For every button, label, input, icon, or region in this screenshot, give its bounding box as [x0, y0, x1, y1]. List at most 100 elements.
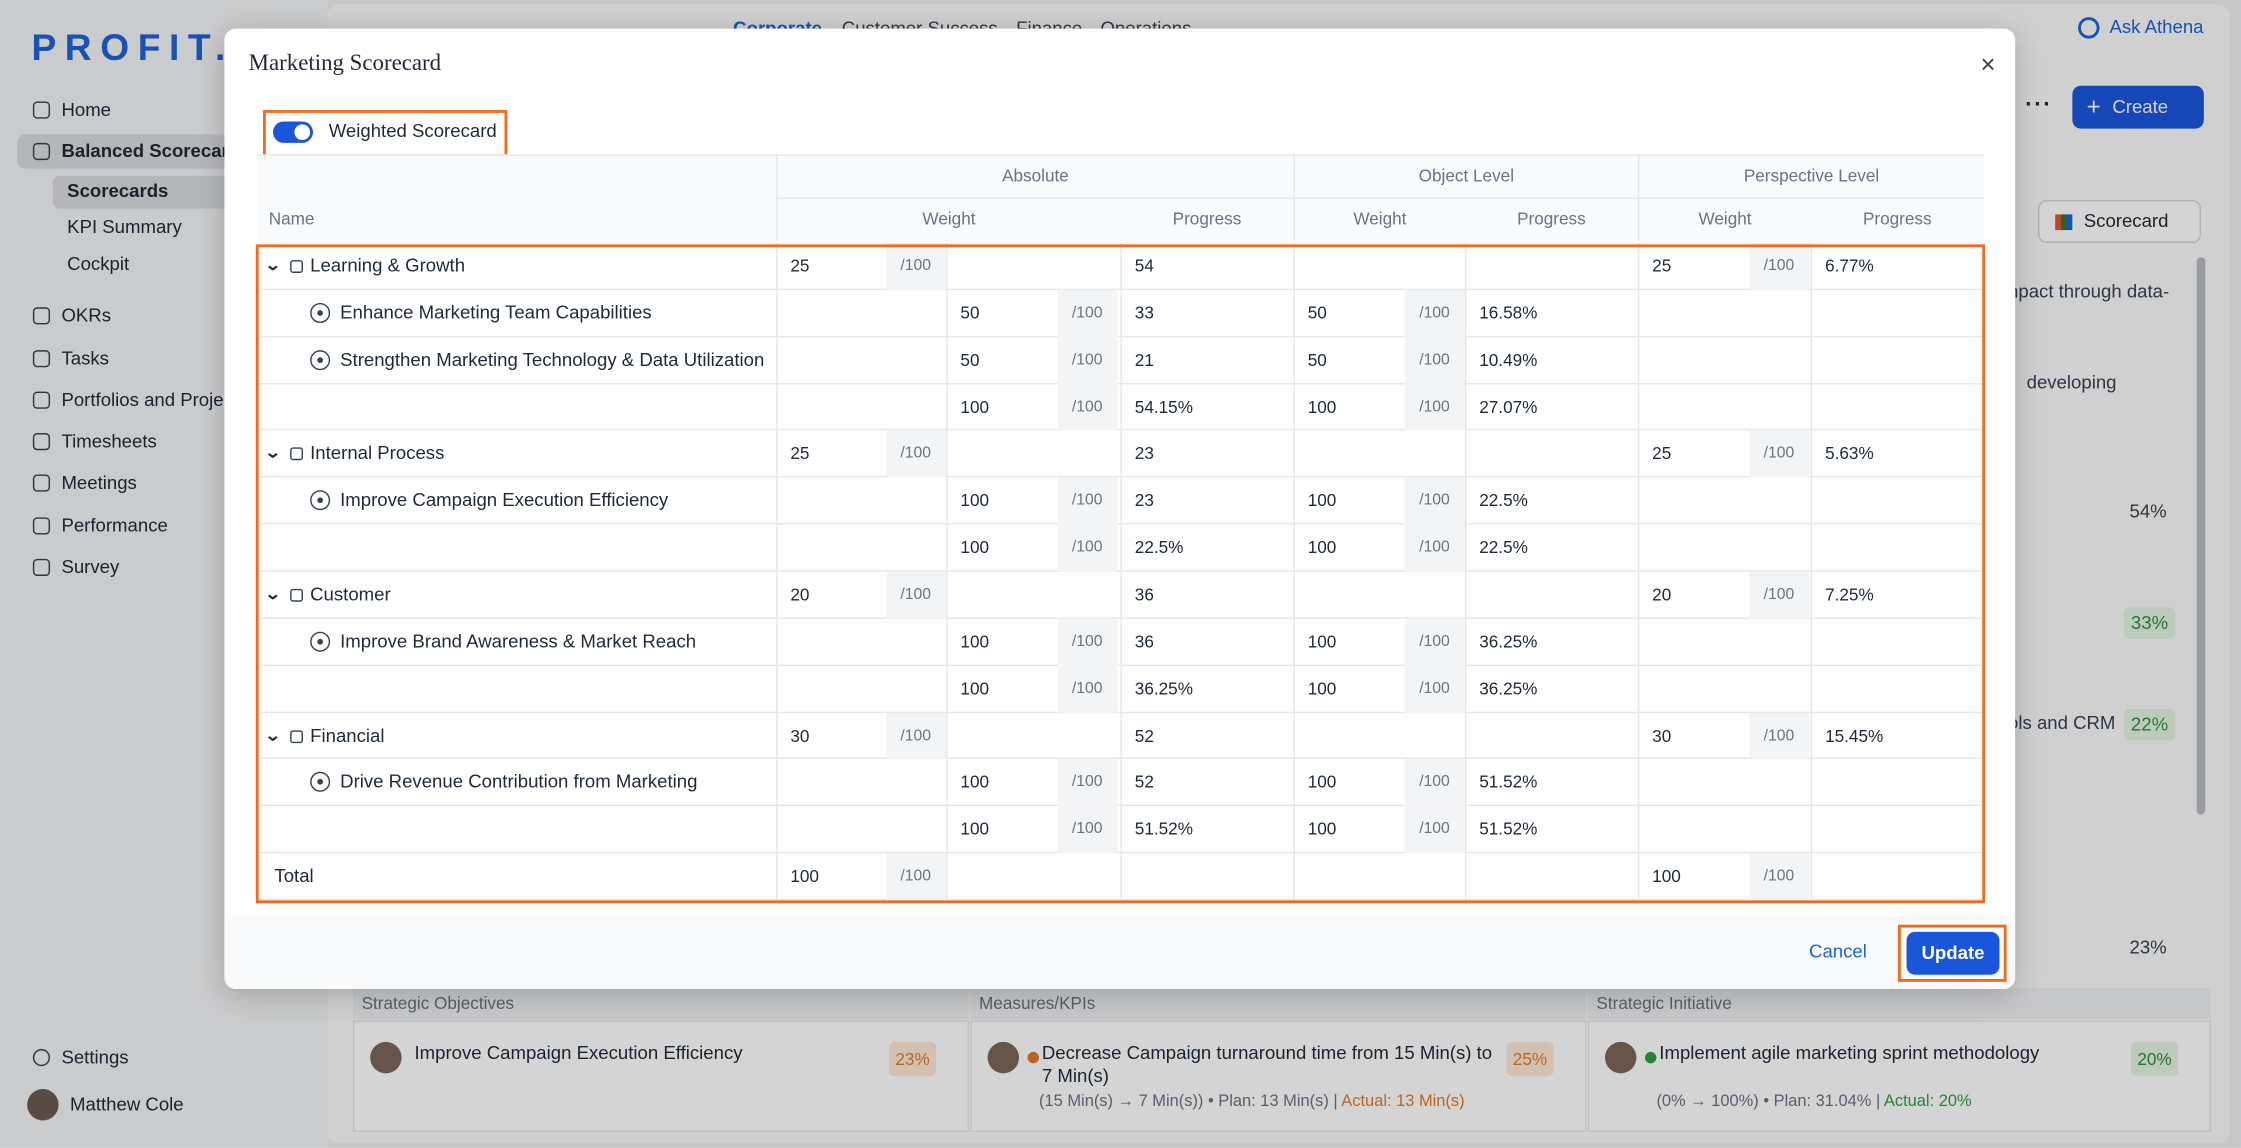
- weight-input[interactable]: 100: [960, 772, 990, 793]
- modal-footer: [224, 916, 2016, 990]
- cell-border: [1637, 712, 1640, 760]
- cell-border: [1464, 712, 1467, 760]
- weight-input[interactable]: 25: [1652, 255, 1672, 276]
- settings[interactable]: Settings: [61, 1046, 129, 1068]
- user-name[interactable]: Matthew Cole: [70, 1093, 184, 1115]
- status-dot: [1645, 1051, 1657, 1064]
- more-menu: ···: [2025, 92, 2053, 118]
- cell-border: [1293, 289, 1295, 337]
- weight-input[interactable]: 30: [790, 725, 810, 746]
- weight-input[interactable]: 100: [960, 537, 990, 558]
- cell-border: [776, 806, 778, 854]
- weight-input[interactable]: 50: [1307, 302, 1327, 323]
- cell-border: [1293, 524, 1295, 572]
- create-plus: +: [2086, 92, 2101, 121]
- cell-border: [946, 853, 948, 901]
- objective-icon-dot: [317, 309, 323, 316]
- ask-athena[interactable]: Ask Athena: [2109, 15, 2204, 38]
- weight-input[interactable]: 25: [790, 255, 810, 276]
- update-button[interactable]: Update: [1906, 931, 2000, 975]
- cell-border: [1120, 242, 1122, 290]
- progress-value: 21: [1134, 349, 1154, 370]
- cell-border: [1464, 853, 1467, 901]
- expand-chevron[interactable]: ⌄: [264, 445, 282, 463]
- cancel-button[interactable]: Cancel: [1809, 940, 1867, 962]
- nav-item[interactable]: Tasks: [61, 347, 109, 369]
- weight-input[interactable]: 100: [1307, 631, 1337, 652]
- view-dropdown[interactable]: Scorecard: [2038, 200, 2201, 243]
- nav-item[interactable]: Balanced Scorecard: [61, 140, 241, 162]
- nav-sub-item[interactable]: KPI Summary: [67, 215, 182, 238]
- cell-border: [1464, 618, 1467, 666]
- cell-border: [946, 383, 948, 431]
- nav-sub-item[interactable]: Cockpit: [67, 252, 130, 275]
- column-header: Strategic Initiative: [1587, 987, 2211, 1020]
- weight-input[interactable]: 100: [960, 490, 990, 511]
- cell-border: [1293, 336, 1295, 384]
- nav-icon: [32, 558, 51, 576]
- objective-icon-dot: [317, 356, 323, 363]
- nav-item[interactable]: Meetings: [61, 471, 137, 494]
- weight-input[interactable]: 50: [960, 302, 980, 323]
- weight-header: Weight: [1637, 197, 1811, 241]
- nav-item[interactable]: Survey: [61, 555, 120, 578]
- expand-chevron[interactable]: ⌄: [264, 726, 282, 745]
- weight-input[interactable]: 50: [960, 349, 980, 370]
- weight-input[interactable]: 100: [1652, 866, 1681, 887]
- weight-input[interactable]: 100: [1307, 537, 1337, 558]
- cell-border: [1637, 383, 1640, 431]
- modal: Marketing Scorecard × Weighted Scorecard Ab…: [224, 28, 2016, 990]
- cell-border: [1120, 289, 1122, 337]
- suffix: /100: [1404, 289, 1465, 337]
- perspective-name: Customer: [310, 583, 391, 605]
- nav-item[interactable]: Timesheets: [61, 430, 157, 452]
- weight-input[interactable]: 100: [1307, 772, 1337, 793]
- weight-input[interactable]: 25: [1652, 443, 1672, 464]
- create-button[interactable]: + Create: [2072, 85, 2204, 129]
- objective-name: Drive Revenue Contribution from Marketin…: [340, 770, 698, 793]
- progress-value: 33: [1134, 302, 1154, 323]
- nav-item[interactable]: Home: [61, 98, 112, 121]
- weight-input[interactable]: 100: [1307, 490, 1337, 511]
- suffix: /100: [1057, 336, 1118, 384]
- group-header: Object Level: [1293, 154, 1637, 198]
- close-button[interactable]: ×: [1980, 50, 1996, 79]
- nav-item[interactable]: Portfolios and Projects: [61, 388, 248, 411]
- weight-input[interactable]: 100: [960, 819, 990, 840]
- cell-border: [1637, 806, 1640, 854]
- create-label: Create: [2112, 95, 2169, 118]
- weight-input[interactable]: 20: [790, 584, 810, 605]
- nav-item[interactable]: Performance: [61, 514, 168, 536]
- weight-input[interactable]: 25: [790, 443, 810, 464]
- cell-border: [1293, 665, 1295, 713]
- cell-border: [1293, 477, 1295, 525]
- weight-input[interactable]: 50: [1307, 349, 1327, 370]
- weight-input[interactable]: 20: [1652, 584, 1672, 605]
- objective-icon: [310, 631, 331, 652]
- weight-input[interactable]: 30: [1652, 725, 1672, 746]
- expand-chevron[interactable]: ⌄: [264, 257, 282, 275]
- weight-input[interactable]: 100: [960, 396, 990, 417]
- cell-border: [1637, 571, 1640, 619]
- cell-border: [1637, 618, 1640, 666]
- weight-input[interactable]: 100: [960, 631, 990, 652]
- settings-icon: [32, 1049, 51, 1067]
- weight-input[interactable]: 100: [1307, 396, 1337, 417]
- cell-border: [776, 712, 778, 760]
- weight-input[interactable]: 100: [1307, 819, 1337, 840]
- progress-value: 5.63%: [1825, 443, 1874, 464]
- cell-border: [1637, 853, 1640, 901]
- nav-item[interactable]: OKRs: [61, 304, 112, 326]
- progress-value: 36.25%: [1479, 631, 1538, 652]
- suffix: /100: [1404, 524, 1465, 572]
- card: [970, 1020, 1587, 1132]
- toggle-label: Weighted Scorecard: [328, 120, 497, 142]
- card-detail: (15 Min(s) → 7 Min(s)) • Plan: 13 Min(s)…: [1039, 1090, 1465, 1113]
- weight-input[interactable]: 100: [1307, 678, 1337, 699]
- status-dot: [1027, 1051, 1040, 1064]
- weight-input[interactable]: 100: [790, 866, 819, 887]
- expand-chevron[interactable]: ⌄: [264, 585, 282, 604]
- nav-sub-item[interactable]: Scorecards: [67, 180, 169, 202]
- weight-input[interactable]: 100: [960, 678, 990, 699]
- cell-border: [1464, 242, 1467, 290]
